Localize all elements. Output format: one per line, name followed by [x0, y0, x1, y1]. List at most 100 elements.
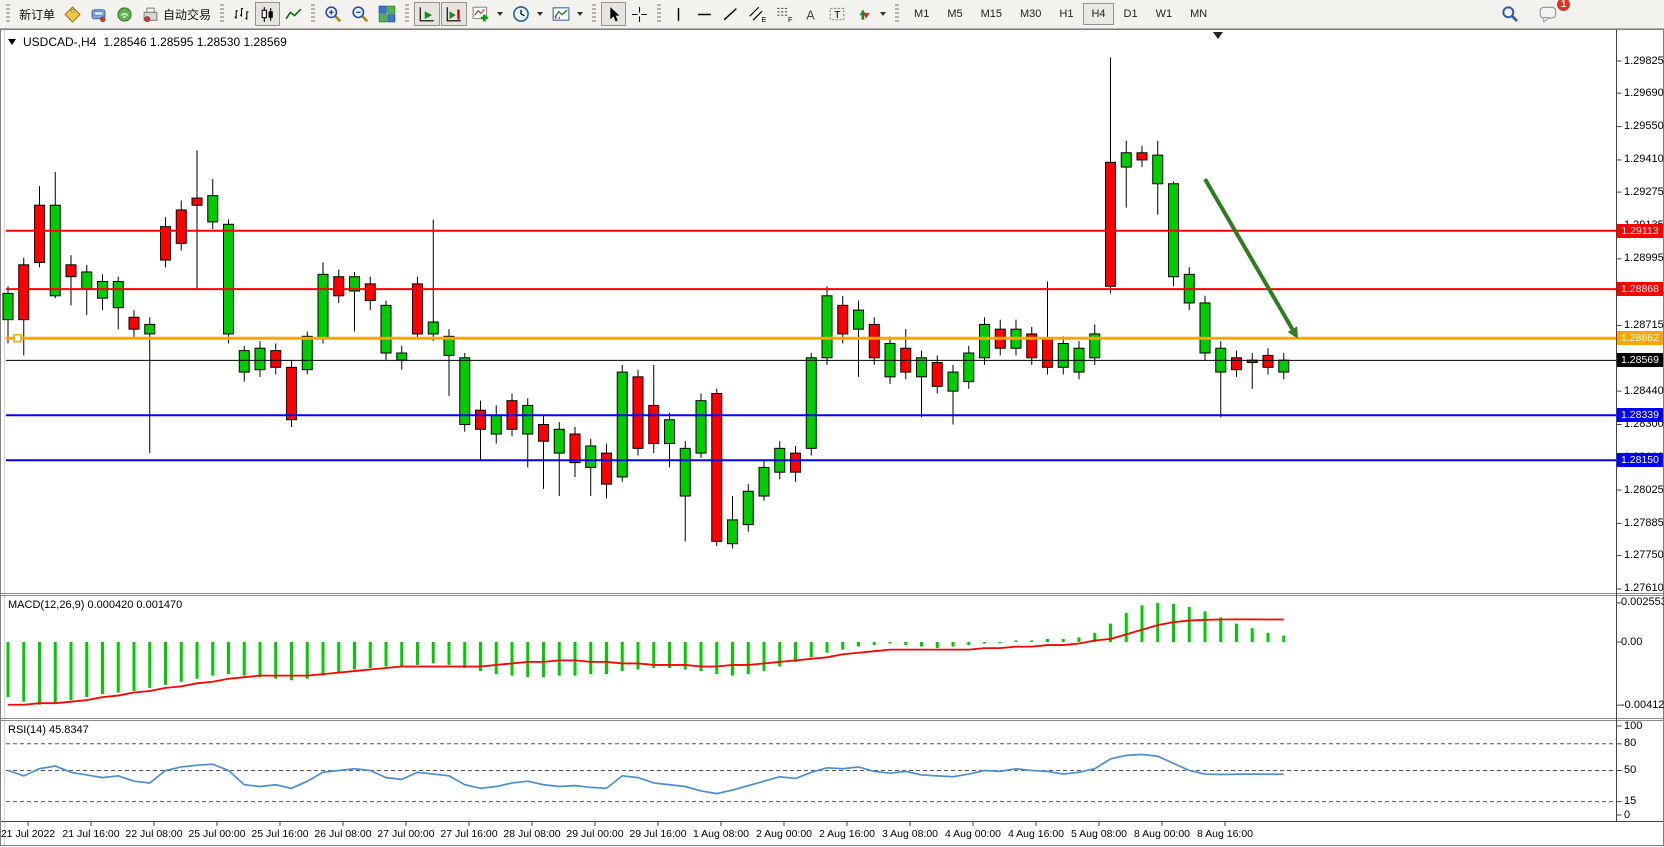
time-axis-label: 28 Jul 08:00	[503, 828, 561, 840]
chart-canvas[interactable]	[0, 29, 1664, 847]
cursor-button[interactable]	[601, 2, 627, 26]
bars-chart-button[interactable]	[229, 2, 254, 26]
price-level-tag: 1.28569	[1617, 353, 1663, 368]
data-window-icon	[91, 8, 106, 22]
data-window-button[interactable]	[86, 2, 111, 26]
toolbar-grip	[895, 4, 900, 24]
auto-scroll-button[interactable]	[414, 2, 441, 26]
time-axis-label: 25 Jul 00:00	[188, 828, 246, 840]
toolbar-grip	[6, 4, 10, 24]
templates-dropdown-caret	[577, 12, 584, 16]
tab-timeframe-m5[interactable]: M5	[939, 3, 970, 25]
zoom-out-button[interactable]	[347, 2, 373, 26]
alerts-button[interactable]	[112, 2, 137, 26]
time-axis-label: 27 Jul 00:00	[377, 828, 435, 840]
price-axis-label: 1.28025	[1624, 483, 1664, 496]
price-axis-label: 1.28715	[1624, 319, 1664, 332]
chart-title: USDCAD-,H4 1.28546 1.28595 1.28530 1.285…	[8, 35, 287, 49]
price-level-tag: 1.29113	[1617, 223, 1663, 238]
new-order-label: 新订单	[19, 7, 56, 22]
arrows-dropdown-caret	[880, 12, 887, 16]
bars-chart-icon	[234, 7, 249, 20]
time-axis-label: 25 Jul 16:00	[251, 828, 309, 840]
zoom-in-button[interactable]	[320, 2, 346, 26]
price-axis-label: 1.29690	[1624, 86, 1664, 99]
rsi-indicator-label: RSI(14) 45.8347	[8, 724, 89, 736]
price-axis-label: 1.29550	[1624, 120, 1664, 133]
indicators-icon	[472, 6, 488, 22]
candlestick-chart-button[interactable]	[255, 2, 281, 26]
horizontal-line-icon	[698, 13, 711, 15]
arrows-button[interactable]	[851, 2, 890, 26]
candlestick-chart-icon	[261, 6, 273, 22]
auto-trading-button[interactable]: 自动交易	[138, 2, 215, 26]
crosshair-icon	[632, 6, 647, 22]
tab-timeframe-m30[interactable]: M30	[1012, 3, 1049, 25]
time-axis-label: 29 Jul 16:00	[629, 828, 687, 840]
time-axis-label: 5 Aug 08:00	[1070, 828, 1128, 840]
rsi-axis-label: 100	[1624, 719, 1643, 732]
templates-button[interactable]	[548, 2, 587, 26]
trendline-icon	[723, 7, 737, 20]
price-axis-label: 1.29275	[1624, 185, 1664, 198]
tab-timeframe-mn[interactable]: MN	[1182, 3, 1215, 25]
tab-timeframe-m15[interactable]: M15	[973, 3, 1010, 25]
search-button[interactable]	[1497, 2, 1523, 26]
vertical-line-button[interactable]	[666, 2, 691, 26]
tab-timeframe-h1[interactable]: H1	[1051, 3, 1081, 25]
tab-timeframe-m1[interactable]: M1	[906, 3, 937, 25]
chat-bubble-icon	[1539, 6, 1557, 23]
price-level-tag: 1.28339	[1617, 408, 1663, 423]
svg-text:A: A	[806, 7, 815, 22]
time-axis-label: 2 Aug 16:00	[818, 828, 876, 840]
market-watch-button[interactable]	[60, 2, 85, 26]
text-icon: A	[806, 7, 815, 22]
line-chart-button[interactable]	[281, 2, 306, 26]
text-button[interactable]: A	[798, 2, 823, 26]
vertical-line-icon	[677, 7, 680, 21]
tab-timeframe-d1[interactable]: D1	[1116, 3, 1146, 25]
periods-button[interactable]	[508, 2, 547, 26]
time-axis-label: 29 Jul 00:00	[566, 828, 624, 840]
indicators-button[interactable]	[468, 2, 507, 26]
equidistant-channel-icon: E	[749, 6, 767, 23]
indicators-dropdown-caret	[497, 12, 504, 16]
rsi-axis-label: 15	[1624, 795, 1637, 808]
trendline-button[interactable]	[718, 2, 743, 26]
price-axis-label: 1.27885	[1624, 516, 1664, 529]
chart-shift-marker-icon[interactable]	[1213, 32, 1223, 39]
rsi-axis-label: 80	[1624, 737, 1637, 750]
zoom-out-icon	[352, 6, 369, 23]
arrows-icon	[859, 9, 870, 20]
toolbar: 新订单 自动交易	[0, 0, 1664, 29]
crosshair-button[interactable]	[627, 2, 652, 26]
tab-timeframe-w1[interactable]: W1	[1148, 3, 1181, 25]
equidistant-channel-button[interactable]: E	[744, 2, 770, 26]
macd-axis-label: -0.004124	[1621, 698, 1664, 711]
time-axis-label: 3 Aug 08:00	[881, 828, 939, 840]
periods-dropdown-caret	[537, 12, 544, 16]
rsi-axis-label: 0	[1624, 808, 1631, 821]
fibonacci-button[interactable]: F	[771, 2, 797, 26]
toolbar-grip	[592, 4, 597, 24]
timeframe-group: M1 M5 M15 M30 H1 H4 D1 W1 MN	[906, 3, 1215, 25]
new-order-button[interactable]: 新订单	[15, 2, 59, 26]
gold-tag-icon	[64, 5, 81, 23]
chart-symbol-period: USDCAD-,H4	[23, 35, 97, 49]
tile-windows-button[interactable]	[374, 2, 400, 26]
chart-shift-button[interactable]	[441, 2, 468, 26]
time-axis-label: 2 Aug 00:00	[755, 828, 813, 840]
price-level-tag: 1.28150	[1617, 453, 1663, 468]
time-axis-label: 4 Aug 00:00	[944, 828, 1002, 840]
time-axis-label: 4 Aug 16:00	[1007, 828, 1065, 840]
text-label-button[interactable]: T	[824, 2, 850, 26]
tab-timeframe-h4[interactable]: H4	[1083, 3, 1114, 25]
time-axis-label: 21 Jul 2022	[0, 828, 56, 840]
price-axis-label: 1.27750	[1624, 549, 1664, 562]
horizontal-line-button[interactable]	[692, 2, 717, 26]
chat-button[interactable]	[1535, 2, 1562, 26]
auto-trading-label: 自动交易	[163, 7, 212, 22]
toolbar-grip	[220, 4, 225, 24]
notification-badge: 1	[1556, 0, 1571, 12]
svg-text:E: E	[762, 15, 767, 23]
